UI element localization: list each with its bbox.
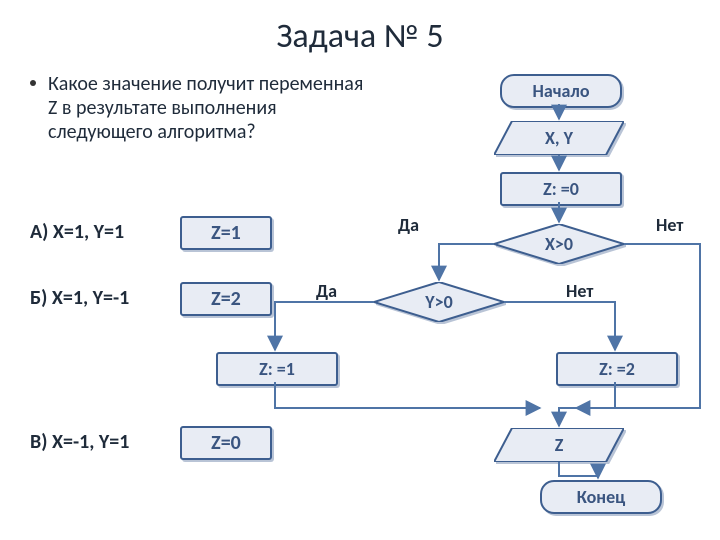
label-no-x: Нет <box>656 214 683 236</box>
answer-b-box: Z=2 <box>180 282 272 316</box>
answer-b-label: Б) X=1, Y=-1 <box>30 286 129 310</box>
answer-c-label: В) X=-1, Y=1 <box>30 430 129 454</box>
bullet-dot <box>30 80 36 86</box>
flow-input-label: X, Y <box>494 121 624 155</box>
label-yes-y: Да <box>316 280 337 302</box>
answer-c-box: Z=0 <box>180 426 272 460</box>
flow-start: Начало <box>500 74 622 108</box>
question-text: Какое значение получит переменная Z в ре… <box>48 72 368 144</box>
flow-input: X, Y <box>494 121 624 155</box>
answer-a-label: А) X=1, Y=1 <box>30 220 124 244</box>
flow-cond-y-label: Y>0 <box>374 282 504 322</box>
flow-cond-x-label: X>0 <box>494 224 624 264</box>
question-content: Какое значение получит переменная Z в ре… <box>48 72 363 144</box>
label-yes-x: Да <box>398 214 419 236</box>
flow-init-label: Z: =0 <box>502 178 620 200</box>
flow-set2: Z: =2 <box>556 352 678 386</box>
label-no-y: Нет <box>566 280 593 302</box>
flow-end-label: Конец <box>542 486 660 508</box>
flow-output: Z <box>494 428 624 462</box>
page-title: Задача № 5 <box>0 16 720 57</box>
flow-output-label: Z <box>494 428 624 462</box>
flow-set2-label: Z: =2 <box>558 358 676 380</box>
flow-cond-x: X>0 <box>494 224 624 264</box>
flow-set1: Z: =1 <box>216 352 338 386</box>
flow-cond-y: Y>0 <box>374 282 504 322</box>
flow-end: Конец <box>540 480 662 514</box>
answer-a-box: Z=1 <box>180 216 272 250</box>
flow-set1-label: Z: =1 <box>218 358 336 380</box>
flow-start-label: Начало <box>502 80 620 102</box>
flow-init: Z: =0 <box>500 172 622 206</box>
